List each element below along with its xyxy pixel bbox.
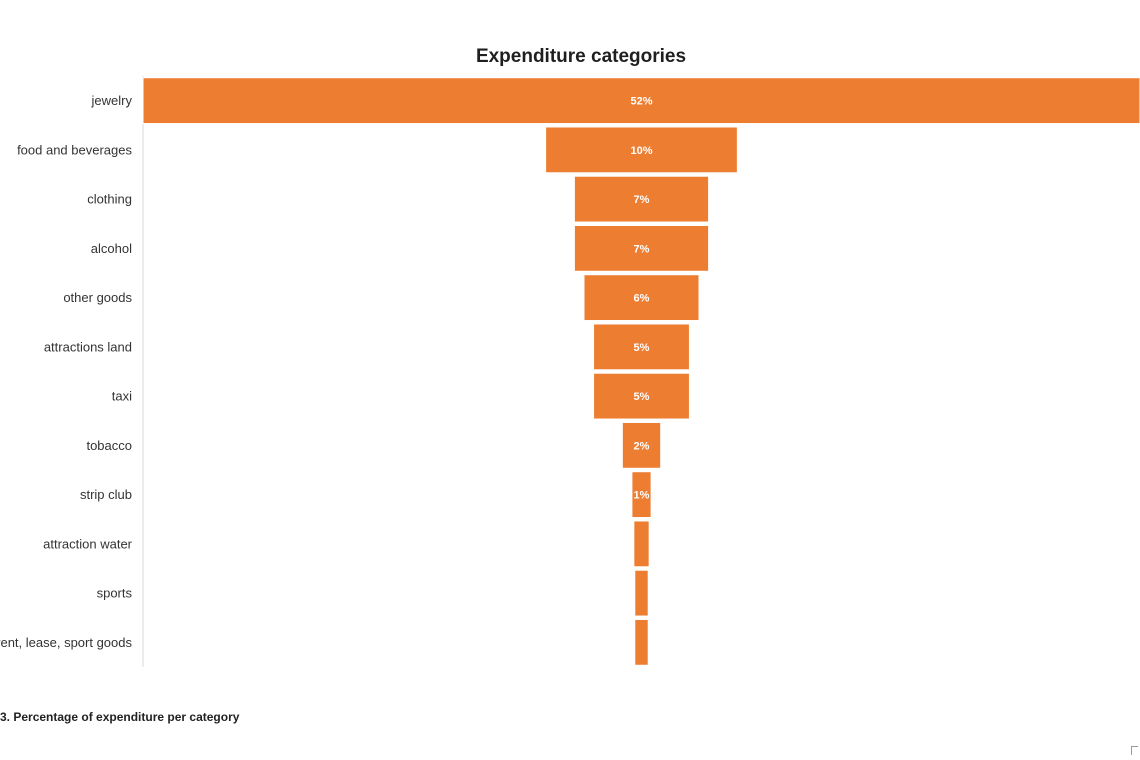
- category-label-attractions-land: attractions land: [44, 339, 132, 354]
- category-label-sports: sports: [97, 586, 133, 601]
- category-label-alcohol: alcohol: [91, 241, 132, 256]
- category-label-attraction-water: attraction water: [43, 536, 133, 551]
- data-label-other-goods: 6%: [634, 293, 650, 305]
- data-labels-group: 52% 10% 7% 7% 6% 5% 5% 2% 1%: [630, 96, 652, 502]
- bar-food-and-beverages: [545, 126, 738, 174]
- category-label-food-and-beverages: food and beverages: [17, 142, 132, 157]
- data-label-alcohol: 7%: [634, 243, 650, 255]
- category-label-jewelry: jewelry: [91, 93, 133, 108]
- bar-other-goods: [583, 274, 700, 322]
- bar-jewelry: [142, 77, 1140, 125]
- data-label-strip-club: 1%: [634, 490, 650, 502]
- category-labels-group: jewelry food and beverages clothing alcohol…: [0, 93, 133, 650]
- bar-clothing: [573, 175, 710, 223]
- bar-rent-lease-sport-goods: [634, 618, 649, 666]
- category-label-other-goods: other goods: [63, 290, 132, 305]
- category-label-rent-lease-sport-goods: rent, lease, sport goods: [0, 635, 132, 650]
- bar-attractions-land: [593, 323, 690, 371]
- bar-sports: [634, 569, 649, 617]
- data-label-jewelry: 52%: [630, 96, 652, 108]
- data-label-taxi: 5%: [634, 391, 650, 403]
- corner-mark: [1131, 746, 1138, 755]
- data-label-attractions-land: 5%: [634, 342, 650, 354]
- category-label-tobacco: tobacco: [86, 438, 132, 453]
- bar-tobacco: [621, 421, 662, 469]
- data-label-food-and-beverages: 10%: [630, 145, 652, 157]
- bar-strip-club: [631, 471, 652, 519]
- data-label-tobacco: 2%: [634, 440, 650, 452]
- chart-title: Expenditure categories: [476, 46, 686, 67]
- data-label-clothing: 7%: [634, 194, 650, 206]
- category-label-strip-club: strip club: [80, 487, 132, 502]
- category-label-clothing: clothing: [87, 192, 132, 207]
- bar-taxi: [593, 372, 690, 420]
- bar-alcohol: [573, 224, 710, 272]
- figure-caption: 3. Percentage of expenditure per categor…: [0, 710, 240, 724]
- bar-attraction-water: [633, 520, 650, 568]
- category-label-taxi: taxi: [112, 389, 132, 404]
- bars-group: [142, 77, 1140, 666]
